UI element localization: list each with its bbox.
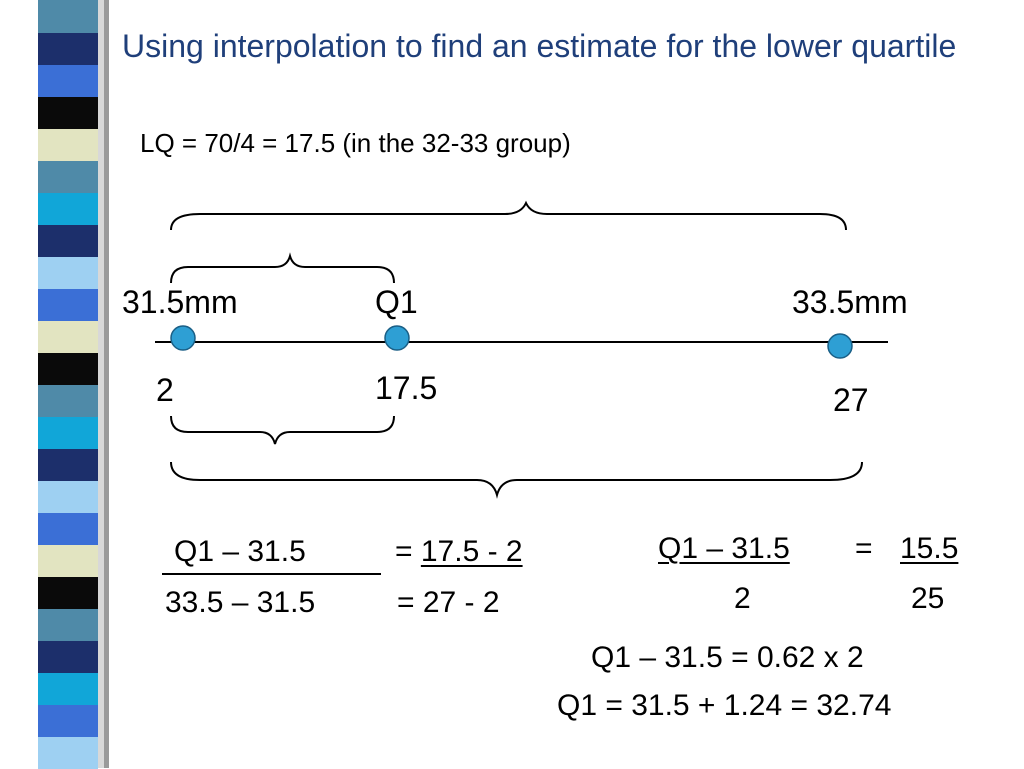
value-mid: 17.5 — [375, 370, 438, 406]
point-right — [827, 333, 853, 359]
stripe-segment — [38, 576, 98, 609]
brace-bottom-large — [170, 461, 863, 499]
eq-right-rhs-denominator: 25 — [911, 582, 945, 615]
label-q1: Q1 — [375, 284, 418, 320]
stripe-segment — [38, 736, 98, 769]
stripe-segment — [38, 64, 98, 97]
brace-top-small — [170, 252, 395, 284]
stripe-edge-light — [98, 0, 104, 768]
value-left: 2 — [156, 372, 174, 408]
eq-right-equals: = — [855, 532, 873, 565]
stripe-segment — [38, 448, 98, 481]
decorative-stripe — [38, 0, 109, 769]
eq-left-rhs-numerator-value: 17.5 - 2 — [420, 535, 523, 568]
stripe-segment — [38, 0, 98, 33]
eq-left-equals: = — [395, 535, 421, 568]
stripe-segment — [38, 128, 98, 161]
stripe-segment — [38, 704, 98, 737]
label-right: 33.5mm — [792, 284, 908, 320]
stripe-segment — [38, 192, 98, 225]
stripe-edge-dark — [104, 0, 109, 768]
eq-right-rhs-numerator: 15.5 — [900, 532, 959, 565]
point-mid — [384, 325, 410, 351]
stripe-segment — [38, 32, 98, 65]
stripe-segment — [38, 256, 98, 289]
eq-left-numerator: Q1 – 31.5 — [174, 535, 306, 568]
stripe-segment — [38, 320, 98, 353]
stripe-segment — [38, 608, 98, 641]
point-left — [170, 325, 196, 351]
stripe-segment — [38, 384, 98, 417]
eq-right-numerator: Q1 – 31.5 — [658, 532, 790, 565]
stripe-segment — [38, 416, 98, 449]
brace-top-large — [170, 200, 847, 231]
eq-step-1: Q1 – 31.5 = 0.62 x 2 — [591, 641, 864, 674]
stripe-segment — [38, 288, 98, 321]
stripe-segment — [38, 640, 98, 673]
eq-step-2: Q1 = 31.5 + 1.24 = 32.74 — [557, 689, 892, 722]
stripe-segment — [38, 96, 98, 129]
eq-left-rhs-numerator: = 17.5 - 2 — [395, 535, 523, 569]
value-right: 27 — [833, 382, 869, 418]
eq-right-denominator: 2 — [734, 582, 751, 615]
stripe-segment — [38, 160, 98, 193]
eq-left-rhs-denominator: = 27 - 2 — [397, 586, 500, 619]
stripe-segment — [38, 480, 98, 513]
stripe-segment — [38, 352, 98, 385]
eq-left-denominator: 33.5 – 31.5 — [165, 586, 316, 619]
label-left: 31.5mm — [122, 284, 238, 320]
stripe-segment — [38, 672, 98, 705]
brace-bottom-small — [170, 415, 395, 445]
slide-title: Using interpolation to find an estimate … — [122, 28, 957, 64]
stripe-segment — [38, 544, 98, 577]
slide-subtitle: LQ = 70/4 = 17.5 (in the 32-33 group) — [140, 128, 571, 158]
stripe-segment — [38, 512, 98, 545]
stripe-segment — [38, 224, 98, 257]
